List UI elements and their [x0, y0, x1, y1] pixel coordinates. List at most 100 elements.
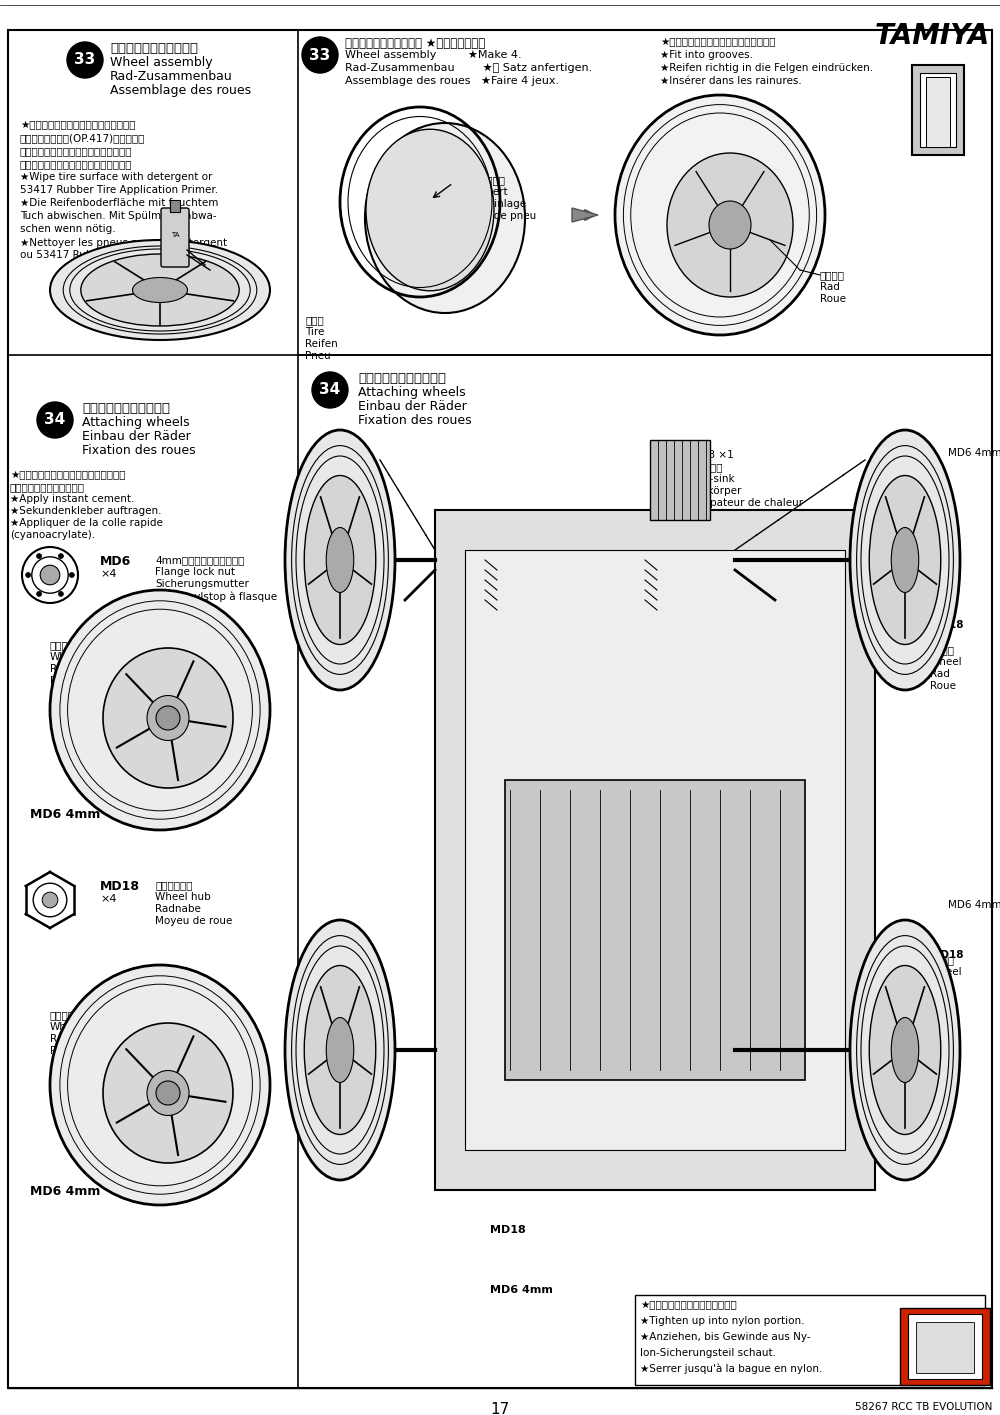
Text: 《ホイールの取り付け》: 《ホイールの取り付け》: [82, 402, 170, 415]
Ellipse shape: [50, 965, 270, 1206]
Text: ★Die Reifenboderfläche mit feuchtem: ★Die Reifenboderfläche mit feuchtem: [20, 198, 218, 208]
Text: Roue: Roue: [50, 676, 76, 686]
Text: Fixation des roues: Fixation des roues: [358, 415, 472, 427]
Text: Tire: Tire: [305, 327, 324, 337]
Ellipse shape: [304, 965, 376, 1135]
Text: 33: 33: [74, 52, 96, 68]
Text: Fixation des roues: Fixation des roues: [82, 444, 196, 457]
Ellipse shape: [132, 277, 188, 303]
Text: TAMIYA: TAMIYA: [875, 23, 990, 50]
Text: ★タイヤをホイールのみぞにはめます。: ★タイヤをホイールのみぞにはめます。: [660, 37, 776, 47]
Text: ホイール: ホイール: [50, 640, 75, 649]
Text: ★Fit into grooves.: ★Fit into grooves.: [660, 50, 753, 59]
Text: Tuch abwischen. Mit Spülmittel abwa-: Tuch abwischen. Mit Spülmittel abwa-: [20, 211, 217, 221]
Text: Wheel: Wheel: [50, 652, 83, 662]
Text: TA: TA: [171, 232, 179, 238]
Text: タイヤ: タイヤ: [305, 316, 324, 325]
Text: MD18: MD18: [100, 880, 140, 893]
Ellipse shape: [891, 528, 919, 593]
Text: Rad: Rad: [930, 979, 950, 989]
Circle shape: [67, 42, 103, 78]
Ellipse shape: [285, 430, 395, 691]
Ellipse shape: [285, 920, 395, 1180]
Circle shape: [37, 553, 42, 559]
Ellipse shape: [365, 123, 525, 313]
Text: Assemblage des roues   ★Faire 4 jeux.: Assemblage des roues ★Faire 4 jeux.: [345, 76, 559, 86]
Text: Wheel assembly: Wheel assembly: [110, 57, 213, 69]
Text: ★Serrer jusqu'à la bague en nylon.: ★Serrer jusqu'à la bague en nylon.: [640, 1364, 822, 1374]
Text: MD23: MD23: [530, 799, 566, 809]
Text: Assemblage des roues: Assemblage des roues: [110, 83, 251, 98]
Circle shape: [156, 1081, 180, 1105]
Text: ★Nettoyer les pneus avec un détergent: ★Nettoyer les pneus avec un détergent: [20, 236, 227, 248]
Text: MD6: MD6: [100, 555, 131, 567]
Ellipse shape: [891, 1017, 919, 1082]
Text: MD18: MD18: [930, 949, 964, 959]
Text: Rad: Rad: [50, 664, 70, 674]
Text: 4mmフランジロックナット: 4mmフランジロックナット: [155, 555, 244, 565]
Text: Tire insert: Tire insert: [455, 187, 508, 197]
Text: 53417 Rubber Tire Application Primer.: 53417 Rubber Tire Application Primer.: [20, 185, 218, 195]
Circle shape: [42, 893, 58, 908]
Text: Pneu: Pneu: [305, 351, 331, 361]
Text: MD18: MD18: [490, 1225, 526, 1235]
Text: Radnabe: Radnabe: [155, 904, 201, 914]
Text: 34: 34: [319, 382, 341, 398]
Text: ホイール: ホイール: [50, 1010, 75, 1020]
Text: 58267 RCC TB EVOLUTION: 58267 RCC TB EVOLUTION: [855, 1402, 992, 1412]
Text: Attaching wheels: Attaching wheels: [82, 416, 190, 429]
Text: Rad-Zusammenbau: Rad-Zusammenbau: [110, 69, 233, 83]
Text: MD6 4mm: MD6 4mm: [948, 449, 1000, 458]
Text: Ecrou nylstop à flasque: Ecrou nylstop à flasque: [155, 591, 277, 601]
Circle shape: [302, 37, 338, 74]
Ellipse shape: [50, 241, 270, 340]
Text: Sicherungsmutter: Sicherungsmutter: [155, 579, 249, 589]
Text: ホイール: ホイール: [820, 270, 845, 280]
Text: ★タイヤを接着する前には必ずゴムタイ: ★タイヤを接着する前には必ずゴムタイ: [20, 120, 136, 130]
Bar: [298, 30, 992, 355]
Text: ★ナイロン部まで締め込みます。: ★ナイロン部まで締め込みます。: [640, 1300, 737, 1310]
Text: ヤ接着プライマー(OP.417)又は、中性: ヤ接着プライマー(OP.417)又は、中性: [20, 133, 145, 143]
Ellipse shape: [709, 201, 751, 249]
Text: ヤとホイールがしっかり接着できます。: ヤとホイールがしっかり接着できます。: [20, 158, 132, 168]
Text: ×4: ×4: [100, 894, 116, 904]
Text: ★Wipe tire surface with detergent or: ★Wipe tire surface with detergent or: [20, 173, 212, 183]
Text: ou 53417 Rubber Tire Application Primer.: ou 53417 Rubber Tire Application Primer.: [20, 250, 234, 260]
Ellipse shape: [81, 255, 239, 325]
Ellipse shape: [615, 95, 825, 335]
Text: ながし込んで接着します。: ながし込んで接着します。: [10, 483, 85, 492]
Text: ★Apply instant cement.: ★Apply instant cement.: [10, 494, 134, 504]
Circle shape: [58, 591, 63, 596]
Circle shape: [37, 402, 73, 439]
Ellipse shape: [326, 528, 354, 593]
Circle shape: [312, 372, 348, 408]
Text: Roue: Roue: [930, 681, 956, 691]
Text: Reifeneinlage: Reifeneinlage: [455, 200, 526, 209]
Bar: [650, 440, 710, 519]
Bar: [170, 200, 180, 212]
Text: Roue: Roue: [930, 990, 956, 1000]
Text: モールドインナー: モールドインナー: [455, 175, 505, 185]
Text: Attaching wheels: Attaching wheels: [358, 386, 466, 399]
Text: Rad: Rad: [930, 669, 950, 679]
Text: Wheel: Wheel: [930, 657, 963, 666]
Ellipse shape: [103, 648, 233, 788]
Circle shape: [37, 591, 42, 596]
Text: Dissipateur de chaleur: Dissipateur de chaleur: [685, 498, 803, 508]
Text: Roue: Roue: [820, 294, 846, 304]
Text: MD6 4mm: MD6 4mm: [30, 1184, 100, 1199]
Text: schen wenn nötig.: schen wenn nötig.: [20, 224, 116, 233]
Text: Wheel: Wheel: [930, 966, 963, 976]
Text: Kühlkörper: Kühlkörper: [685, 485, 741, 497]
Text: ★タイヤとホイールの間に瞬間接着剤を: ★タイヤとホイールの間に瞬間接着剤を: [10, 470, 126, 480]
Text: Rad-Zusammenbau        ★４ Satz anfertigen.: Rad-Zusammenbau ★４ Satz anfertigen.: [345, 64, 592, 74]
FancyBboxPatch shape: [161, 208, 189, 267]
Text: Einbau der Räder: Einbau der Räder: [82, 430, 191, 443]
Text: Heat-sink: Heat-sink: [685, 474, 735, 484]
Text: 《ホイールの取り付け》: 《ホイールの取り付け》: [358, 372, 446, 385]
Text: ★Appliquer de la colle rapide: ★Appliquer de la colle rapide: [10, 518, 163, 528]
Text: MD18: MD18: [930, 620, 964, 630]
Ellipse shape: [869, 965, 941, 1135]
Circle shape: [40, 565, 60, 584]
Ellipse shape: [147, 1071, 189, 1115]
